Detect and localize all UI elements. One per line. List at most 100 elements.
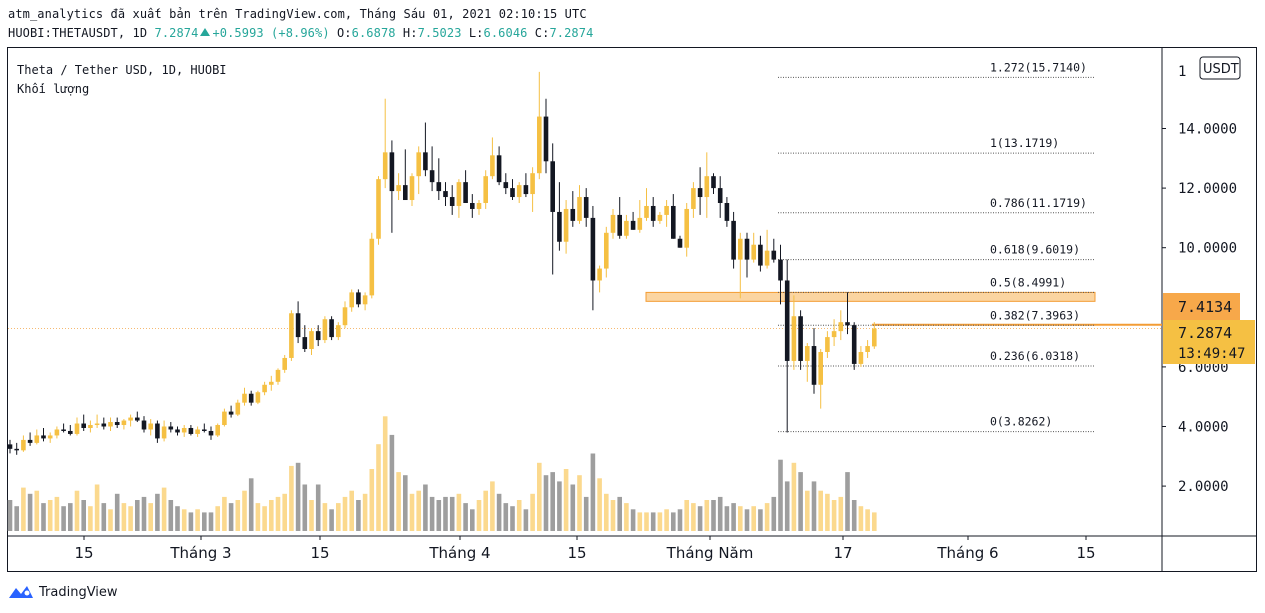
candle-body[interactable] xyxy=(872,328,877,347)
candle-body[interactable] xyxy=(537,116,542,174)
volume-legend[interactable]: Khối lượng xyxy=(17,82,89,96)
candle-body[interactable] xyxy=(825,337,830,352)
candle-body[interactable] xyxy=(262,384,267,393)
candle-body[interactable] xyxy=(543,116,549,162)
candle-body[interactable] xyxy=(751,244,756,260)
candle-body[interactable] xyxy=(362,295,368,305)
candle-body[interactable] xyxy=(21,439,26,451)
candle-body[interactable] xyxy=(101,423,107,427)
candle-body[interactable] xyxy=(798,316,803,361)
candle-body[interactable] xyxy=(282,357,287,370)
candle-body[interactable] xyxy=(369,238,375,296)
candle-body[interactable] xyxy=(81,423,86,428)
candle-body[interactable] xyxy=(845,322,850,326)
candle-body[interactable] xyxy=(202,429,207,431)
candle-body[interactable] xyxy=(349,292,354,308)
candle-body[interactable] xyxy=(805,346,810,361)
candle-body[interactable] xyxy=(831,331,837,338)
candle-body[interactable] xyxy=(610,214,616,233)
currency-button[interactable] xyxy=(1199,56,1241,80)
candle-body[interactable] xyxy=(68,430,73,434)
candle-body[interactable] xyxy=(503,182,509,189)
candle-body[interactable] xyxy=(657,214,663,221)
candle-body[interactable] xyxy=(449,197,455,206)
candle-body[interactable] xyxy=(148,423,153,430)
candle-body[interactable] xyxy=(396,185,401,192)
candle-body[interactable] xyxy=(208,430,214,436)
candle-body[interactable] xyxy=(724,203,730,221)
candle-body[interactable] xyxy=(691,188,696,209)
candle-body[interactable] xyxy=(128,417,133,421)
candle-body[interactable] xyxy=(108,422,113,427)
legend-title[interactable]: Theta / Tether USD, 1D, HUOBI xyxy=(17,63,227,77)
candle-body[interactable] xyxy=(677,238,683,248)
candle-body[interactable] xyxy=(557,211,562,242)
candle-body[interactable] xyxy=(41,435,46,439)
candle-body[interactable] xyxy=(275,369,281,382)
candle-body[interactable] xyxy=(838,322,844,332)
candle-body[interactable] xyxy=(389,152,395,192)
candle-body[interactable] xyxy=(697,188,703,198)
candle-body[interactable] xyxy=(295,313,301,338)
candle-body[interactable] xyxy=(269,381,274,385)
candle-body[interactable] xyxy=(791,316,797,361)
candle-body[interactable] xyxy=(637,217,643,230)
candle-body[interactable] xyxy=(74,423,80,434)
candle-body[interactable] xyxy=(222,411,227,426)
candle-body[interactable] xyxy=(356,292,361,305)
candle-body[interactable] xyxy=(47,435,53,439)
candle-body[interactable] xyxy=(14,448,19,451)
candle-body[interactable] xyxy=(577,197,582,221)
candle-body[interactable] xyxy=(429,170,435,183)
candle-body[interactable] xyxy=(248,393,254,403)
candle-body[interactable] xyxy=(436,182,442,192)
candle-body[interactable] xyxy=(664,205,669,215)
candle-body[interactable] xyxy=(409,176,415,201)
candle-body[interactable] xyxy=(255,392,261,403)
candle-body[interactable] xyxy=(858,352,864,364)
candle-body[interactable] xyxy=(342,307,348,326)
candle-body[interactable] xyxy=(141,420,147,430)
candle-body[interactable] xyxy=(764,250,770,266)
candle-body[interactable] xyxy=(302,337,308,350)
candle-body[interactable] xyxy=(88,425,93,428)
candle-body[interactable] xyxy=(778,259,783,281)
candle-body[interactable] xyxy=(731,220,736,260)
candle-body[interactable] xyxy=(470,203,475,209)
candle-body[interactable] xyxy=(121,420,127,426)
candle-body[interactable] xyxy=(717,188,723,203)
candle-body[interactable] xyxy=(403,185,408,201)
candle-body[interactable] xyxy=(376,179,381,239)
candle-body[interactable] xyxy=(530,173,535,195)
candle-body[interactable] xyxy=(563,208,569,242)
candle-body[interactable] xyxy=(423,152,428,171)
candle-body[interactable] xyxy=(336,325,341,338)
candle-body[interactable] xyxy=(195,429,200,434)
candle-body[interactable] xyxy=(744,238,750,260)
candle-body[interactable] xyxy=(161,426,167,439)
candle-body[interactable] xyxy=(684,208,689,248)
candle-body[interactable] xyxy=(114,422,120,426)
candle-body[interactable] xyxy=(758,244,763,266)
candle-body[interactable] xyxy=(215,425,220,436)
candle-body[interactable] xyxy=(34,435,40,443)
candle-body[interactable] xyxy=(476,203,482,209)
candle-body[interactable] xyxy=(443,191,448,198)
level-price-badge[interactable] xyxy=(1163,293,1240,320)
candle-body[interactable] xyxy=(94,423,100,426)
candle-body[interactable] xyxy=(7,444,13,449)
candle-body[interactable] xyxy=(54,429,60,436)
currency-label[interactable]: USDT xyxy=(1203,62,1239,77)
candle-body[interactable] xyxy=(523,185,529,195)
candle-body[interactable] xyxy=(617,214,622,236)
candle-body[interactable] xyxy=(818,352,823,385)
candle-body[interactable] xyxy=(630,220,636,230)
chart-frame[interactable] xyxy=(7,47,1257,572)
candle-body[interactable] xyxy=(228,411,234,415)
candle-body[interactable] xyxy=(175,429,180,433)
candle-body[interactable] xyxy=(181,427,187,433)
candle-body[interactable] xyxy=(851,325,857,364)
candle-body[interactable] xyxy=(771,250,777,260)
candle-body[interactable] xyxy=(155,423,160,439)
